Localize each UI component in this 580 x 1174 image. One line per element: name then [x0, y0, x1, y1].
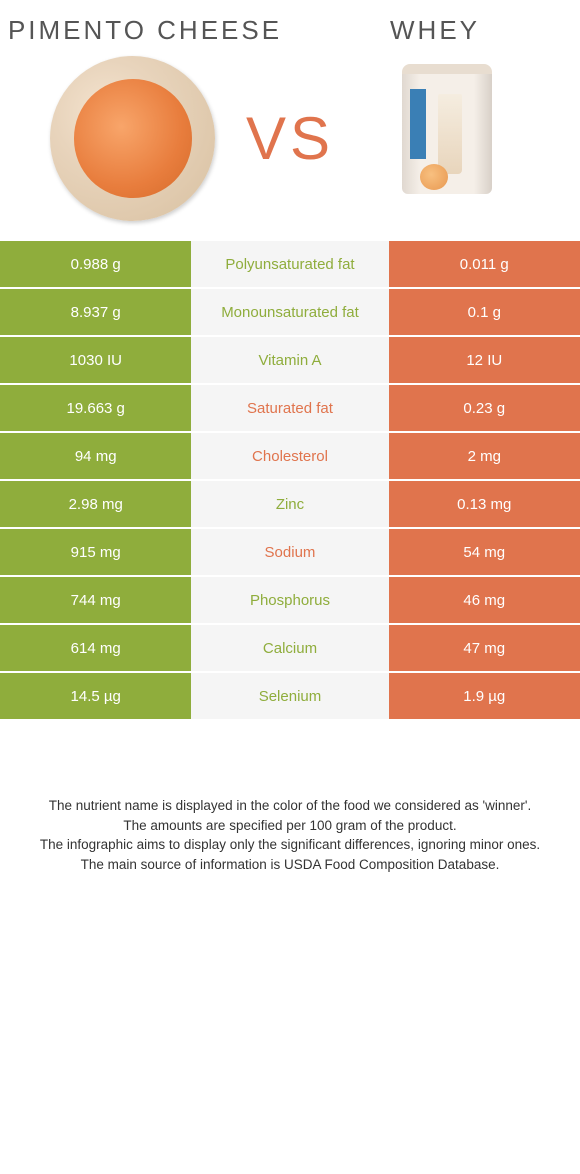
vs-label: VS: [246, 104, 334, 173]
whey-label-graphic: [410, 89, 426, 159]
nutrient-name-cell: Phosphorus: [191, 577, 388, 623]
left-value-cell: 2.98 mg: [0, 481, 191, 527]
header-row: PIMENTO CHEESE WHEY: [0, 0, 580, 46]
note-line-3: The infographic aims to display only the…: [30, 835, 550, 855]
right-value-cell: 0.13 mg: [389, 481, 580, 527]
note-line-4: The main source of information is USDA F…: [30, 855, 550, 875]
left-value-cell: 14.5 µg: [0, 673, 191, 719]
left-value-cell: 94 mg: [0, 433, 191, 479]
left-value-cell: 915 mg: [0, 529, 191, 575]
note-line-1: The nutrient name is displayed in the co…: [30, 796, 550, 816]
image-right-col: [334, 64, 560, 214]
table-row: 614 mgCalcium47 mg: [0, 625, 580, 673]
left-value-cell: 0.988 g: [0, 241, 191, 287]
nutrient-name-cell: Selenium: [191, 673, 388, 719]
notes-section: The nutrient name is displayed in the co…: [0, 721, 580, 914]
right-value-cell: 54 mg: [389, 529, 580, 575]
right-value-cell: 0.1 g: [389, 289, 580, 335]
right-value-cell: 47 mg: [389, 625, 580, 671]
left-value-cell: 1030 IU: [0, 337, 191, 383]
whey-glass-graphic: [438, 94, 462, 174]
pimento-cheese-image: [50, 56, 215, 221]
header-col-right: WHEY: [290, 15, 580, 46]
left-value-cell: 19.663 g: [0, 385, 191, 431]
header-col-left: PIMENTO CHEESE: [0, 15, 290, 46]
table-row: 744 mgPhosphorus46 mg: [0, 577, 580, 625]
left-value-cell: 614 mg: [0, 625, 191, 671]
nutrient-name-cell: Cholesterol: [191, 433, 388, 479]
nutrient-name-cell: Vitamin A: [191, 337, 388, 383]
comparison-table: 0.988 gPolyunsaturated fat0.011 g8.937 g…: [0, 241, 580, 721]
right-value-cell: 2 mg: [389, 433, 580, 479]
table-row: 1030 IUVitamin A12 IU: [0, 337, 580, 385]
table-row: 0.988 gPolyunsaturated fat0.011 g: [0, 241, 580, 289]
image-left-col: [20, 56, 246, 221]
nutrient-name-cell: Saturated fat: [191, 385, 388, 431]
title-right: WHEY: [290, 15, 580, 46]
right-value-cell: 12 IU: [389, 337, 580, 383]
left-value-cell: 744 mg: [0, 577, 191, 623]
nutrient-name-cell: Calcium: [191, 625, 388, 671]
left-value-cell: 8.937 g: [0, 289, 191, 335]
table-row: 14.5 µgSelenium1.9 µg: [0, 673, 580, 721]
title-left: PIMENTO CHEESE: [0, 15, 290, 46]
whey-can-graphic: [402, 64, 492, 194]
right-value-cell: 0.23 g: [389, 385, 580, 431]
infographic-container: PIMENTO CHEESE WHEY VS 0.988 gPolyunsatu…: [0, 0, 580, 914]
nutrient-name-cell: Polyunsaturated fat: [191, 241, 388, 287]
whey-image: [397, 64, 497, 214]
right-value-cell: 0.011 g: [389, 241, 580, 287]
right-value-cell: 1.9 µg: [389, 673, 580, 719]
nutrient-name-cell: Zinc: [191, 481, 388, 527]
table-row: 94 mgCholesterol2 mg: [0, 433, 580, 481]
table-row: 2.98 mgZinc0.13 mg: [0, 481, 580, 529]
right-value-cell: 46 mg: [389, 577, 580, 623]
nutrient-name-cell: Sodium: [191, 529, 388, 575]
table-row: 915 mgSodium54 mg: [0, 529, 580, 577]
table-row: 19.663 gSaturated fat0.23 g: [0, 385, 580, 433]
table-row: 8.937 gMonounsaturated fat0.1 g: [0, 289, 580, 337]
note-line-2: The amounts are specified per 100 gram o…: [30, 816, 550, 836]
whey-fruit-graphic: [420, 164, 448, 190]
nutrient-name-cell: Monounsaturated fat: [191, 289, 388, 335]
images-row: VS: [0, 46, 580, 241]
